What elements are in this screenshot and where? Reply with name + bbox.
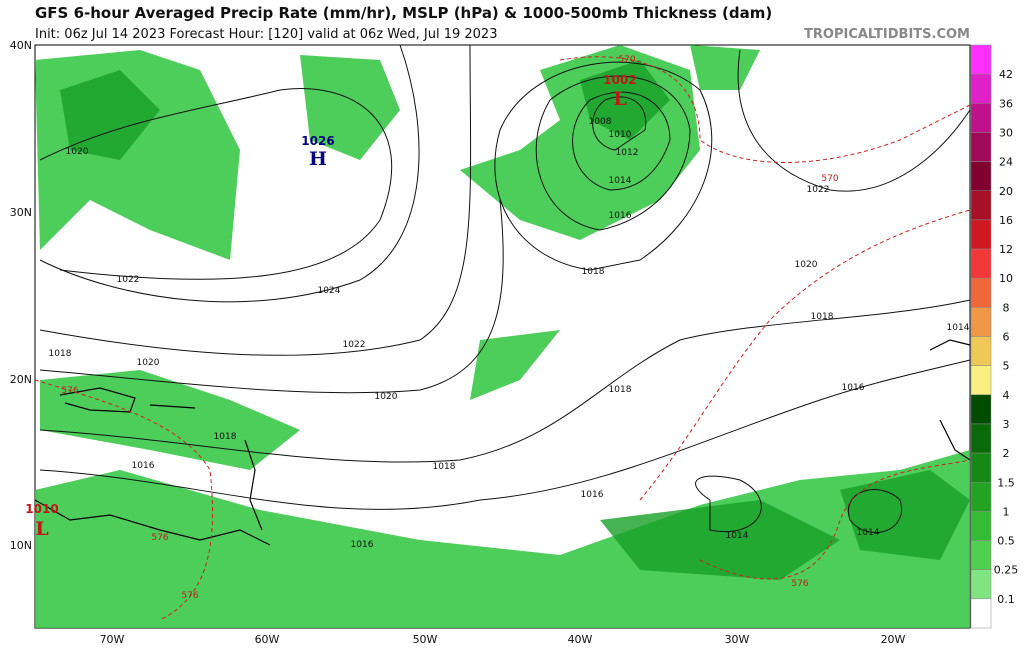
- colorbar-swatch: [970, 132, 992, 162]
- isobar-label: 1018: [49, 349, 72, 359]
- colorbar-label: 6: [1003, 331, 1010, 344]
- isobar-label: 1018: [433, 462, 456, 472]
- center-pressure: 1002: [603, 73, 636, 87]
- colorbar-label: 16: [999, 214, 1013, 227]
- isobar-label: 1014: [947, 323, 970, 333]
- colorbar-label: 5: [1003, 360, 1010, 373]
- coastlines: [34, 339, 971, 546]
- thickness-label: 576: [181, 591, 198, 601]
- colorbar-swatch: [970, 277, 992, 308]
- subtitle: Init: 06z Jul 14 2023 Forecast Hour: [12…: [35, 27, 497, 42]
- lat-label: 10N: [10, 539, 32, 552]
- lat-label: 20N: [10, 373, 32, 386]
- title: GFS 6-hour Averaged Precip Rate (mm/hr),…: [35, 4, 772, 22]
- thickness-label: 570: [618, 55, 635, 65]
- colorbar-label: 42: [999, 68, 1013, 81]
- thickness-label: 576: [61, 386, 78, 396]
- lon-label: 40W: [568, 633, 593, 646]
- thickness-label: 576: [791, 579, 808, 589]
- colorbar-label: 12: [999, 243, 1013, 256]
- isobar-label: 1016: [842, 383, 865, 393]
- colorbar-label: 10: [999, 272, 1013, 285]
- colorbar-label: 20: [999, 185, 1013, 198]
- isobar-label: 1016: [609, 211, 632, 221]
- isobars: [39, 44, 971, 534]
- colorbar-label: 8: [1003, 301, 1010, 314]
- colorbar-swatch: [970, 452, 992, 483]
- isobar-label: 1024: [318, 286, 341, 296]
- center-pressure: 1026: [301, 134, 334, 148]
- thickness-label: 576: [151, 533, 168, 543]
- lon-label: 50W: [413, 633, 438, 646]
- colorbar-swatch: [970, 365, 992, 396]
- center-letter: H: [309, 148, 327, 170]
- center-pressure: 1010: [25, 502, 58, 516]
- colorbar-swatch: [970, 190, 992, 221]
- colorbar-swatch: [970, 103, 992, 133]
- lon-label: 70W: [100, 633, 125, 646]
- colorbar-swatch: [970, 73, 992, 104]
- colorbar-swatch: [970, 569, 992, 600]
- isobar-label: 1022: [343, 340, 366, 350]
- colorbar-swatch: [970, 248, 992, 279]
- colorbar-swatch: [970, 307, 992, 337]
- lat-label: 40N: [10, 39, 32, 52]
- colorbar-label: 24: [999, 156, 1013, 169]
- colorbar-label: 1: [1003, 505, 1010, 518]
- isobar-label: 1020: [66, 147, 89, 157]
- isobar-label: 1022: [807, 185, 830, 195]
- thickness-label: 570: [821, 174, 838, 184]
- colorbar-swatch: [970, 598, 992, 629]
- center-letter: L: [613, 88, 626, 110]
- isobar-label: 1016: [132, 461, 155, 471]
- isobar-label: 1020: [375, 392, 398, 402]
- isobar-label: 1018: [811, 312, 834, 322]
- isobar-label: 1016: [351, 540, 374, 550]
- isobar-label: 1012: [616, 148, 639, 158]
- colorbar-label: 36: [999, 97, 1013, 110]
- colorbar-label: 4: [1003, 389, 1010, 402]
- isobar-label: 1018: [582, 267, 605, 277]
- isobar-label: 1014: [857, 528, 880, 538]
- lon-label: 30W: [725, 633, 750, 646]
- source: TROPICALTIDBITS.COM: [804, 27, 970, 42]
- colorbar-label: 30: [999, 126, 1013, 139]
- colorbar-label: 3: [1003, 418, 1010, 431]
- colorbar-swatch: [970, 44, 992, 75]
- colorbar-swatch: [970, 423, 992, 454]
- colorbar-swatch: [970, 482, 992, 512]
- lon-label: 60W: [255, 633, 280, 646]
- isobar-label: 1014: [726, 531, 749, 541]
- colorbar-label: 0.25: [994, 564, 1019, 577]
- colorbar-swatch: [970, 219, 992, 250]
- isobar-label: 1022: [117, 275, 140, 285]
- isobar-label: 1020: [795, 260, 818, 270]
- colorbar-label: 0.1: [997, 593, 1015, 606]
- colorbar-swatch: [970, 394, 992, 425]
- colorbar-label: 2: [1003, 447, 1010, 460]
- isobar-label: 1016: [581, 490, 604, 500]
- colorbar-swatch: [970, 511, 992, 541]
- isobar-label: 1018: [609, 385, 632, 395]
- precipitation: [35, 45, 970, 628]
- center-letter: L: [35, 518, 48, 540]
- colorbar-swatch: [970, 540, 992, 570]
- lon-label: 20W: [881, 633, 906, 646]
- lat-label: 30N: [10, 206, 32, 219]
- colorbar-label: 1.5: [997, 476, 1015, 489]
- colorbar-swatch: [970, 336, 992, 366]
- isobar-label: 1008: [589, 117, 612, 127]
- isobar-label: 1020: [137, 358, 160, 368]
- colorbar-label: 0.5: [997, 535, 1015, 548]
- thickness-lines: [34, 56, 971, 621]
- isobar-label: 1018: [214, 432, 237, 442]
- isobar-label: 1014: [609, 176, 632, 186]
- colorbar-swatch: [970, 161, 992, 192]
- isobar-label: 1010: [609, 130, 632, 140]
